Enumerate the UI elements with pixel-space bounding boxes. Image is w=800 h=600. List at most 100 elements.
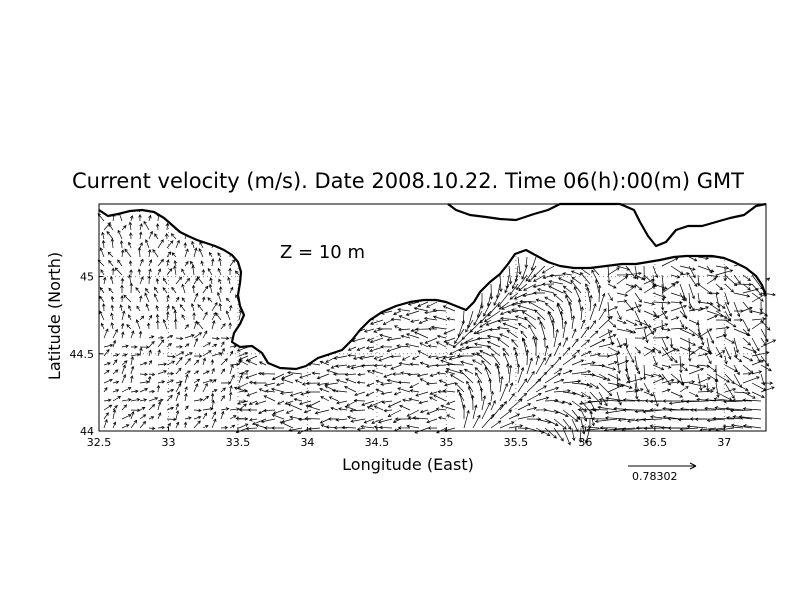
current-arrow	[409, 389, 420, 393]
current-arrow	[413, 306, 429, 312]
current-arrow	[347, 346, 357, 351]
current-arrow	[183, 421, 188, 429]
current-arrow	[228, 322, 232, 330]
current-arrow	[193, 378, 201, 384]
current-arrow	[110, 312, 114, 321]
current-arrow	[157, 239, 164, 249]
current-arrow	[143, 220, 150, 231]
current-arrow	[522, 292, 537, 298]
current-arrow	[418, 400, 429, 405]
current-arrow	[386, 337, 402, 342]
current-arrow	[481, 360, 492, 375]
current-arrow	[474, 367, 483, 375]
current-arrow	[139, 276, 144, 285]
current-arrow	[553, 342, 561, 357]
current-arrow	[652, 301, 671, 305]
current-arrow	[361, 400, 375, 406]
current-arrow	[319, 387, 330, 393]
current-arrow	[448, 355, 465, 361]
current-arrow	[479, 319, 492, 328]
current-arrow	[247, 408, 258, 412]
current-arrow	[563, 290, 573, 303]
current-arrow	[706, 382, 710, 392]
current-arrow	[436, 334, 447, 339]
current-arrow	[511, 338, 519, 348]
current-arrow	[356, 380, 366, 385]
current-arrow	[184, 416, 192, 420]
current-arrow	[378, 355, 393, 362]
current-arrow	[634, 301, 641, 313]
current-arrow	[387, 409, 402, 417]
current-arrow	[742, 376, 760, 384]
current-arrow	[688, 364, 701, 369]
current-arrow	[166, 406, 175, 411]
current-arrow	[518, 283, 528, 292]
current-arrow	[712, 416, 735, 421]
current-arrow	[686, 424, 708, 429]
current-arrow	[229, 374, 235, 384]
current-arrow	[350, 418, 366, 423]
current-arrow	[101, 239, 106, 249]
current-arrow	[225, 297, 231, 303]
current-arrow	[449, 374, 465, 384]
current-arrow	[373, 363, 384, 368]
current-arrow	[706, 373, 719, 382]
current-arrow	[219, 286, 223, 294]
current-arrow	[175, 421, 180, 429]
current-arrow	[495, 362, 501, 375]
current-arrow	[218, 257, 222, 267]
current-arrow	[162, 277, 168, 285]
current-arrow	[667, 416, 690, 421]
current-arrow	[211, 258, 215, 267]
current-arrow	[297, 417, 312, 422]
current-arrow	[751, 391, 765, 399]
current-arrow	[344, 372, 357, 377]
current-arrow	[366, 382, 375, 387]
current-arrow	[541, 282, 555, 287]
current-arrow	[726, 416, 744, 420]
current-arrow	[616, 310, 622, 321]
current-arrow	[247, 360, 258, 366]
current-arrow	[473, 328, 483, 335]
current-arrow	[429, 373, 438, 377]
current-arrow	[661, 364, 672, 369]
current-arrow	[742, 328, 750, 336]
current-arrow	[193, 420, 201, 429]
current-arrow	[349, 409, 366, 413]
current-arrow	[381, 400, 393, 404]
current-arrow	[157, 380, 166, 384]
current-arrow	[271, 426, 284, 430]
current-arrow	[210, 359, 215, 366]
current-arrow	[688, 256, 698, 262]
current-arrow	[130, 389, 139, 394]
current-arrow	[499, 333, 510, 339]
current-arrow	[486, 334, 501, 339]
current-arrow	[625, 337, 629, 349]
current-arrow	[270, 387, 285, 393]
current-arrow	[220, 395, 225, 402]
current-arrow	[154, 286, 159, 294]
current-arrow	[679, 272, 690, 276]
current-arrow	[433, 394, 447, 402]
current-arrow	[670, 355, 678, 364]
current-arrow	[99, 295, 105, 303]
current-arrow	[598, 391, 608, 407]
current-arrow	[625, 283, 635, 288]
current-arrow	[449, 346, 465, 355]
current-arrow	[508, 393, 515, 402]
current-arrow	[616, 319, 627, 325]
current-arrow	[625, 319, 638, 326]
current-arrow	[157, 412, 162, 420]
current-arrow	[553, 389, 571, 393]
current-arrow	[193, 337, 199, 348]
current-arrow	[112, 380, 120, 384]
current-arrow	[442, 305, 456, 312]
current-arrow	[679, 310, 686, 318]
current-arrow	[229, 415, 237, 420]
current-arrow	[419, 409, 429, 414]
current-arrow	[509, 292, 519, 300]
current-arrow	[211, 411, 217, 420]
current-arrow	[516, 363, 521, 375]
current-arrow	[495, 283, 501, 299]
current-arrow	[248, 418, 258, 422]
